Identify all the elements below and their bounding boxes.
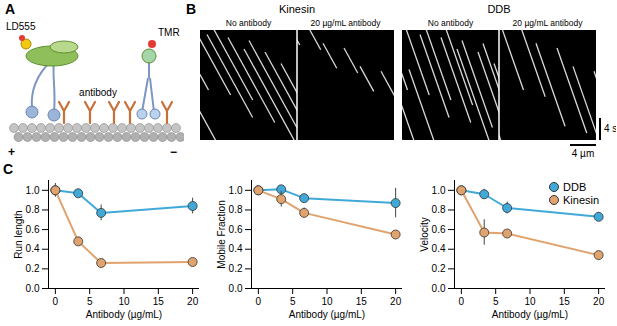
svg-text:10: 10 — [524, 296, 536, 307]
svg-text:+: + — [8, 145, 15, 159]
svg-text:10: 10 — [118, 296, 130, 307]
svg-text:Mobile Fraction: Mobile Fraction — [216, 200, 227, 268]
svg-text:0: 0 — [459, 296, 465, 307]
svg-text:0: 0 — [53, 296, 59, 307]
svg-text:4 µm: 4 µm — [572, 148, 594, 159]
svg-text:TMR: TMR — [158, 27, 180, 38]
svg-text:15: 15 — [153, 296, 165, 307]
svg-text:0.8: 0.8 — [229, 204, 243, 215]
svg-text:0.2: 0.2 — [229, 263, 243, 274]
svg-text:Kinesin: Kinesin — [279, 3, 315, 15]
svg-text:20: 20 — [390, 296, 402, 307]
svg-text:0.8: 0.8 — [26, 204, 40, 215]
svg-text:Antibody (µg/mL): Antibody (µg/mL) — [86, 309, 162, 320]
svg-text:0: 0 — [256, 296, 262, 307]
svg-text:0.4: 0.4 — [432, 243, 446, 254]
svg-text:B: B — [186, 1, 196, 17]
svg-text:0.2: 0.2 — [26, 263, 40, 274]
svg-text:0.6: 0.6 — [229, 224, 243, 235]
html-text:Kinesin: Kinesin — [563, 194, 600, 206]
svg-text:Antibody (µg/mL): Antibody (µg/mL) — [289, 309, 365, 320]
svg-text:Velocity: Velocity — [419, 217, 430, 251]
svg-text:A: A — [5, 1, 15, 17]
html-text:DDB: DDB — [563, 181, 587, 193]
svg-text:0.0: 0.0 — [432, 283, 446, 294]
svg-text:0.4: 0.4 — [26, 243, 40, 254]
svg-text:4 s: 4 s — [604, 123, 616, 134]
svg-text:No antibody: No antibody — [226, 18, 272, 28]
svg-text:5: 5 — [493, 296, 499, 307]
svg-text:0.6: 0.6 — [432, 224, 446, 235]
svg-text:LD555: LD555 — [6, 21, 36, 32]
svg-text:Run length: Run length — [13, 210, 24, 258]
svg-text:0.6: 0.6 — [26, 224, 40, 235]
svg-text:1.0: 1.0 — [26, 185, 40, 196]
svg-text:20: 20 — [187, 296, 199, 307]
svg-text:Antibody (µg/mL): Antibody (µg/mL) — [492, 309, 568, 320]
svg-text:antibody: antibody — [79, 87, 117, 98]
svg-text:0.4: 0.4 — [229, 243, 243, 254]
html-text:C: C — [3, 161, 14, 177]
svg-text:DDB: DDB — [487, 3, 510, 15]
svg-text:0.0: 0.0 — [26, 283, 40, 294]
svg-text:−: − — [170, 145, 177, 159]
svg-text:1.0: 1.0 — [229, 185, 243, 196]
svg-text:20 µg/mL antibody: 20 µg/mL antibody — [513, 18, 584, 28]
svg-text:0.0: 0.0 — [229, 283, 243, 294]
svg-text:1.0: 1.0 — [432, 185, 446, 196]
svg-text:No antibody: No antibody — [428, 18, 474, 28]
svg-text:15: 15 — [559, 296, 571, 307]
svg-text:0.2: 0.2 — [432, 263, 446, 274]
svg-text:20 µg/mL antibody: 20 µg/mL antibody — [311, 18, 382, 28]
svg-text:5: 5 — [87, 296, 93, 307]
svg-text:10: 10 — [321, 296, 333, 307]
svg-text:20: 20 — [593, 296, 605, 307]
svg-text:0.8: 0.8 — [432, 204, 446, 215]
svg-text:15: 15 — [356, 296, 368, 307]
svg-text:5: 5 — [290, 296, 296, 307]
